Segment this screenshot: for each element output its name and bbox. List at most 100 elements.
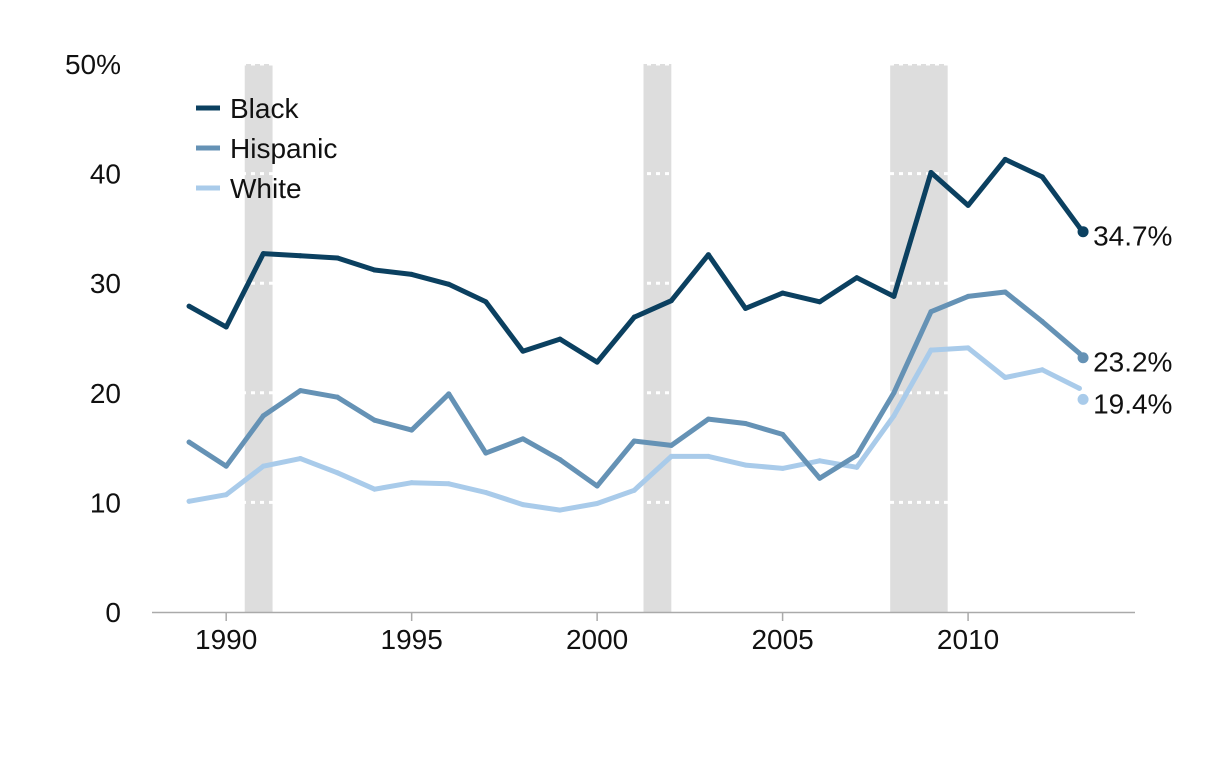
data-point-hispanic-2011: [1002, 289, 1008, 295]
end-labels: 19.4% 23.2% 34.7%: [1077, 221, 1172, 419]
data-point-white-2003: [705, 453, 711, 459]
data-point-hispanic-2005: [780, 431, 786, 437]
data-point-black-2003: [705, 252, 711, 258]
y-tick-label-0: 0: [105, 597, 121, 628]
data-point-white-1994: [372, 486, 378, 492]
data-point-white-1990: [223, 492, 229, 498]
data-point-white-1993: [334, 470, 340, 476]
series-lines: [186, 156, 1082, 513]
x-tick-label-1990: 1990: [195, 624, 257, 655]
x-tick-label-2010: 2010: [937, 624, 999, 655]
data-point-black-2010: [965, 202, 971, 208]
data-point-black-2002: [668, 298, 674, 304]
data-point-black-2005: [780, 290, 786, 296]
data-point-hispanic-1993: [334, 394, 340, 400]
data-point-hispanic-2003: [705, 416, 711, 422]
data-point-hispanic-1995: [409, 427, 415, 433]
data-point-black-2000: [594, 359, 600, 365]
data-point-white-1992: [297, 456, 303, 462]
x-tick-label-2000: 2000: [566, 624, 628, 655]
data-point-black-1997: [483, 299, 489, 305]
data-point-hispanic-2010: [965, 293, 971, 299]
data-point-white-1996: [446, 481, 452, 487]
data-point-hispanic-1990: [223, 463, 229, 469]
end-marker-black: [1077, 226, 1089, 238]
data-point-black-2012: [1039, 174, 1045, 180]
data-point-hispanic-1989: [186, 439, 192, 445]
data-point-hispanic-2001: [631, 438, 637, 444]
data-point-white-2002: [668, 453, 674, 459]
data-point-white-1997: [483, 490, 489, 496]
data-point-white-1998: [520, 502, 526, 508]
data-point-hispanic-1994: [372, 417, 378, 423]
data-point-black-2011: [1002, 156, 1008, 162]
data-point-black-1991: [260, 251, 266, 257]
data-point-white-1995: [409, 480, 415, 486]
data-point-black-2009: [928, 170, 934, 176]
data-point-black-1996: [446, 281, 452, 287]
legend-label-black: Black: [230, 93, 299, 124]
data-point-black-2004: [743, 305, 749, 311]
y-tick-label-30: 30: [90, 268, 121, 299]
end-marker-hispanic: [1077, 352, 1089, 364]
data-point-black-1994: [372, 267, 378, 273]
end-label-hispanic: 23.2%: [1093, 347, 1172, 378]
data-point-black-2008: [891, 293, 897, 299]
data-point-white-1991: [260, 463, 266, 469]
data-point-white-1989: [186, 498, 192, 504]
legend-label-white: White: [230, 173, 302, 204]
data-point-black-1989: [186, 303, 192, 309]
data-point-white-2013: [1076, 385, 1082, 391]
recession-band-1: [643, 64, 672, 612]
data-point-white-2005: [780, 465, 786, 471]
legend-label-hispanic: Hispanic: [230, 133, 337, 164]
data-point-black-2007: [854, 275, 860, 281]
data-point-hispanic-2000: [594, 483, 600, 489]
data-point-hispanic-2009: [928, 309, 934, 315]
data-point-hispanic-1998: [520, 436, 526, 442]
data-point-hispanic-2012: [1039, 319, 1045, 325]
recession-band-0: [244, 64, 273, 612]
data-point-white-2010: [965, 345, 971, 351]
data-point-white-2000: [594, 500, 600, 506]
data-point-white-2009: [928, 347, 934, 353]
data-point-black-1993: [334, 255, 340, 261]
data-point-white-2007: [854, 464, 860, 470]
x-tick-label-1995: 1995: [381, 624, 443, 655]
y-tick-label-50: 50%: [65, 49, 121, 80]
end-label-white: 19.4%: [1093, 388, 1172, 419]
data-point-black-1998: [520, 348, 526, 354]
data-point-hispanic-2006: [817, 475, 823, 481]
data-point-black-1999: [557, 336, 563, 342]
data-point-white-2008: [891, 413, 897, 419]
y-tick-label-40: 40: [90, 159, 121, 190]
data-point-hispanic-2007: [854, 452, 860, 458]
data-point-hispanic-1996: [446, 391, 452, 397]
data-point-black-1995: [409, 271, 415, 277]
data-point-white-2004: [743, 462, 749, 468]
data-point-hispanic-1997: [483, 450, 489, 456]
legend: Black Hispanic White: [196, 93, 337, 204]
data-point-black-2006: [817, 299, 823, 305]
x-tick-label-2005: 2005: [751, 624, 813, 655]
data-point-hispanic-1999: [557, 457, 563, 463]
x-axis: 1990 1995 2000 2005 2010: [152, 611, 1135, 655]
data-point-black-2001: [631, 314, 637, 320]
data-point-white-2012: [1039, 367, 1045, 373]
y-tick-label-10: 10: [90, 487, 121, 518]
y-tick-label-20: 20: [90, 378, 121, 409]
data-point-white-2011: [1002, 374, 1008, 380]
data-point-hispanic-2004: [743, 420, 749, 426]
data-point-white-2006: [817, 458, 823, 464]
y-axis-ticks: 0 10 20 30 40 50%: [65, 49, 121, 628]
end-marker-white: [1077, 393, 1089, 405]
data-point-black-1992: [297, 253, 303, 259]
data-point-hispanic-1992: [297, 388, 303, 394]
end-label-black: 34.7%: [1093, 221, 1172, 252]
data-point-black-1990: [223, 324, 229, 330]
data-point-white-2001: [631, 487, 637, 493]
data-point-hispanic-2008: [891, 390, 897, 396]
data-point-white-1999: [557, 507, 563, 513]
data-point-hispanic-1991: [260, 413, 266, 419]
